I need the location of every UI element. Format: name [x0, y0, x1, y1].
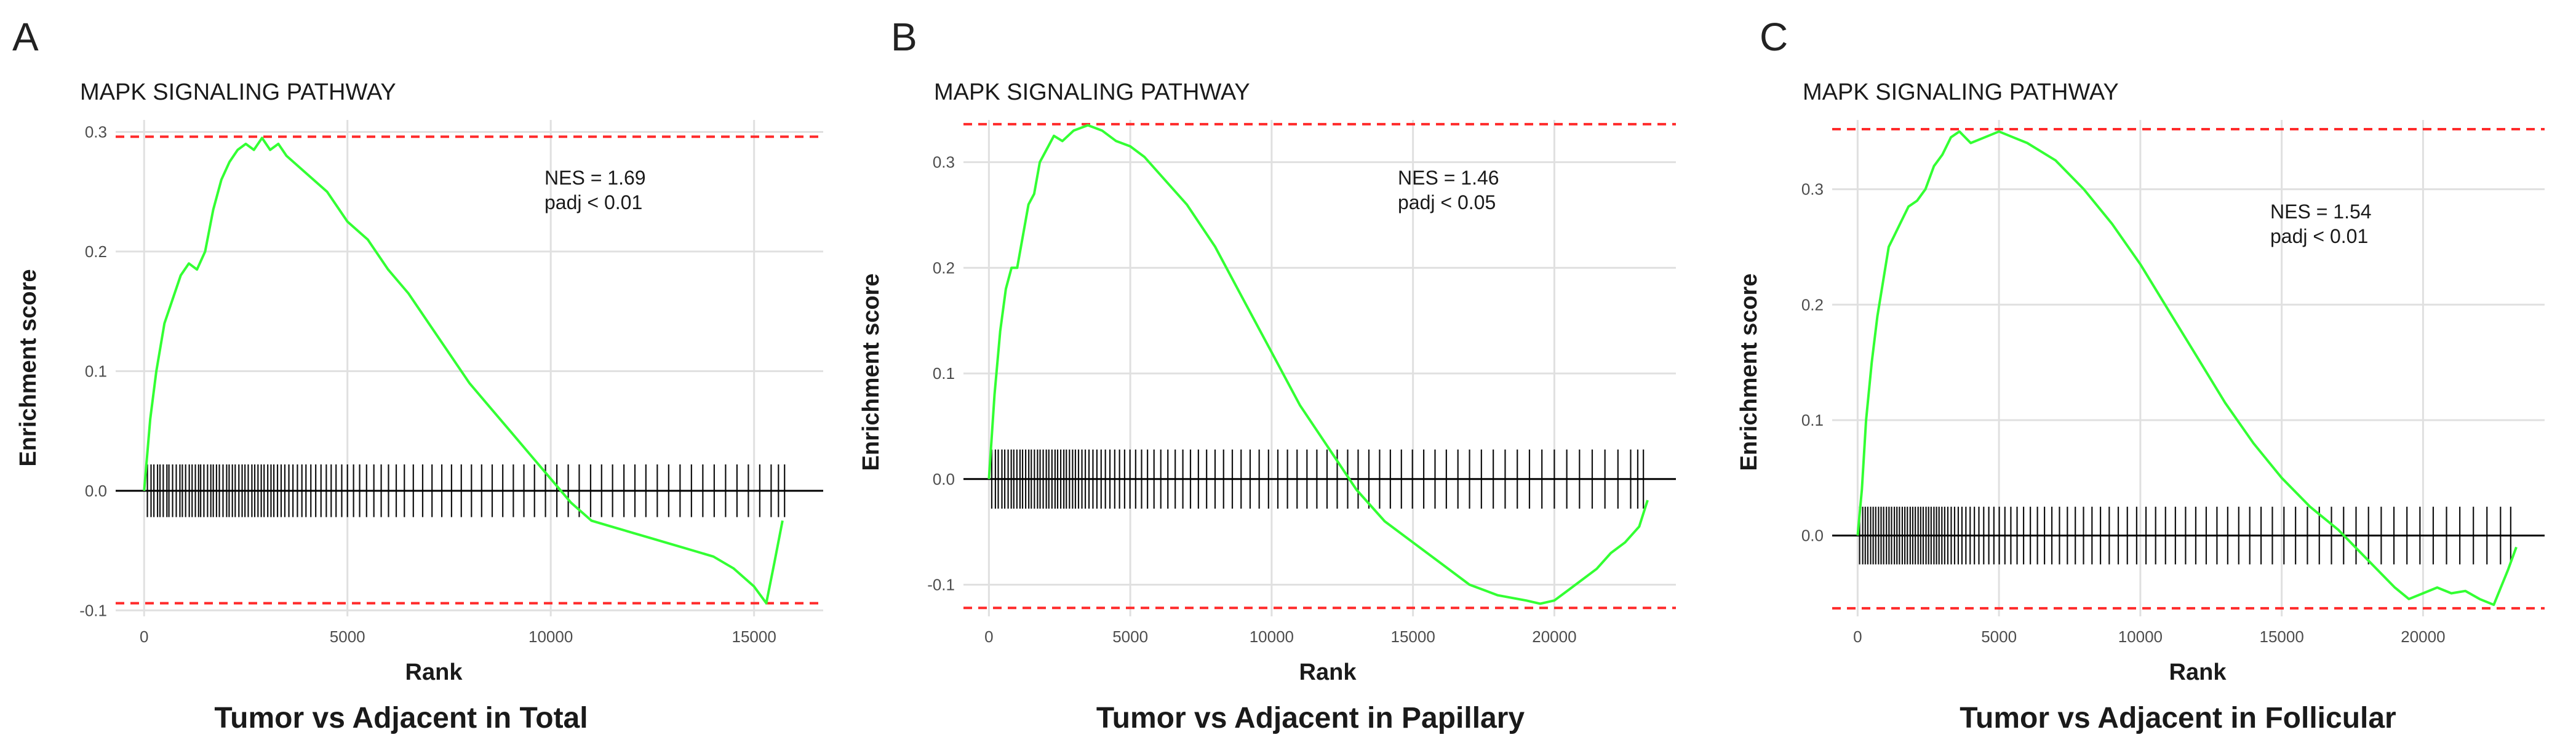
x-tick-label: 0 [140, 627, 148, 646]
panel-letter: C [1760, 15, 1788, 59]
plot-title: MAPK SIGNALING PATHWAY [1803, 79, 2119, 105]
x-axis-title: Rank [1299, 659, 1357, 685]
y-tick-label: -0.1 [79, 601, 107, 619]
nes-annotation: NES = 1.54 [2270, 201, 2372, 223]
x-tick-label: 15000 [1390, 627, 1435, 646]
gsea-panel-c: 0 5000 10000 15000 20000 0.0 0.1 0.2 0.3 C MAPK SI… [1736, 15, 2545, 734]
x-axis-title: Rank [405, 659, 463, 685]
gsea-panel-b: 0 5000 10000 15000 20000 -0.1 0.0 0.1 0.2 0.3 B MAP… [858, 15, 1676, 734]
y-tick-label: 0.2 [933, 258, 955, 277]
y-tick-label: 0.1 [1801, 411, 1824, 429]
y-axis-title: Enrichment score [1736, 274, 1762, 471]
y-tick-label: 0.0 [933, 470, 955, 488]
enrichment-curve [1856, 130, 2518, 607]
y-tick-label: 0.1 [85, 362, 107, 380]
x-tick-label: 10000 [528, 627, 573, 646]
y-tick-label: 0.2 [85, 242, 107, 261]
nes-annotation: NES = 1.69 [544, 167, 646, 189]
x-tick-label: 10000 [1250, 627, 1294, 646]
y-tick-label: 0.0 [85, 482, 107, 500]
x-tick-label: 5000 [1981, 627, 2017, 646]
x-tick-label: 20000 [2401, 627, 2445, 646]
padj-annotation: padj < 0.01 [2270, 225, 2368, 247]
panel-caption: Tumor vs Adjacent in Total [214, 702, 588, 734]
y-tick-label: 0.3 [933, 153, 955, 172]
y-tick-label: 0.2 [1801, 295, 1824, 314]
x-tick-label: 5000 [330, 627, 365, 646]
panel-letter: A [12, 15, 39, 59]
panel-caption: Tumor vs Adjacent in Follicular [1960, 702, 2396, 734]
enrichment-curve [987, 124, 1649, 605]
x-tick-label: 0 [1853, 627, 1862, 646]
y-tick-label: 0.3 [85, 122, 107, 141]
x-tick-label: 20000 [1532, 627, 1576, 646]
padj-annotation: padj < 0.05 [1398, 191, 1496, 213]
x-tick-label: 0 [984, 627, 993, 646]
y-tick-label: 0.1 [933, 364, 955, 383]
x-tick-label: 10000 [2118, 627, 2163, 646]
nes-annotation: NES = 1.46 [1398, 167, 1499, 189]
y-tick-label: -0.1 [927, 575, 955, 594]
x-axis-title: Rank [2169, 659, 2227, 685]
y-axis-title: Enrichment score [15, 269, 41, 467]
plot-title: MAPK SIGNALING PATHWAY [934, 79, 1250, 105]
enrichment-curve [143, 137, 784, 605]
panel-caption: Tumor vs Adjacent in Papillary [1096, 702, 1525, 734]
y-tick-label: 0.3 [1801, 180, 1824, 199]
x-tick-label: 5000 [1112, 627, 1148, 646]
x-tick-label: 15000 [2259, 627, 2303, 646]
gsea-panel-a: 0 5000 10000 15000 -0.1 0.0 0.1 0.2 0.3 A MAPK SIG… [12, 15, 823, 734]
padj-annotation: padj < 0.01 [544, 191, 642, 213]
panel-letter: B [891, 15, 917, 59]
x-tick-label: 15000 [732, 627, 776, 646]
y-axis-title: Enrichment score [858, 274, 884, 471]
plot-title: MAPK SIGNALING PATHWAY [80, 79, 396, 105]
y-tick-label: 0.0 [1801, 527, 1824, 545]
